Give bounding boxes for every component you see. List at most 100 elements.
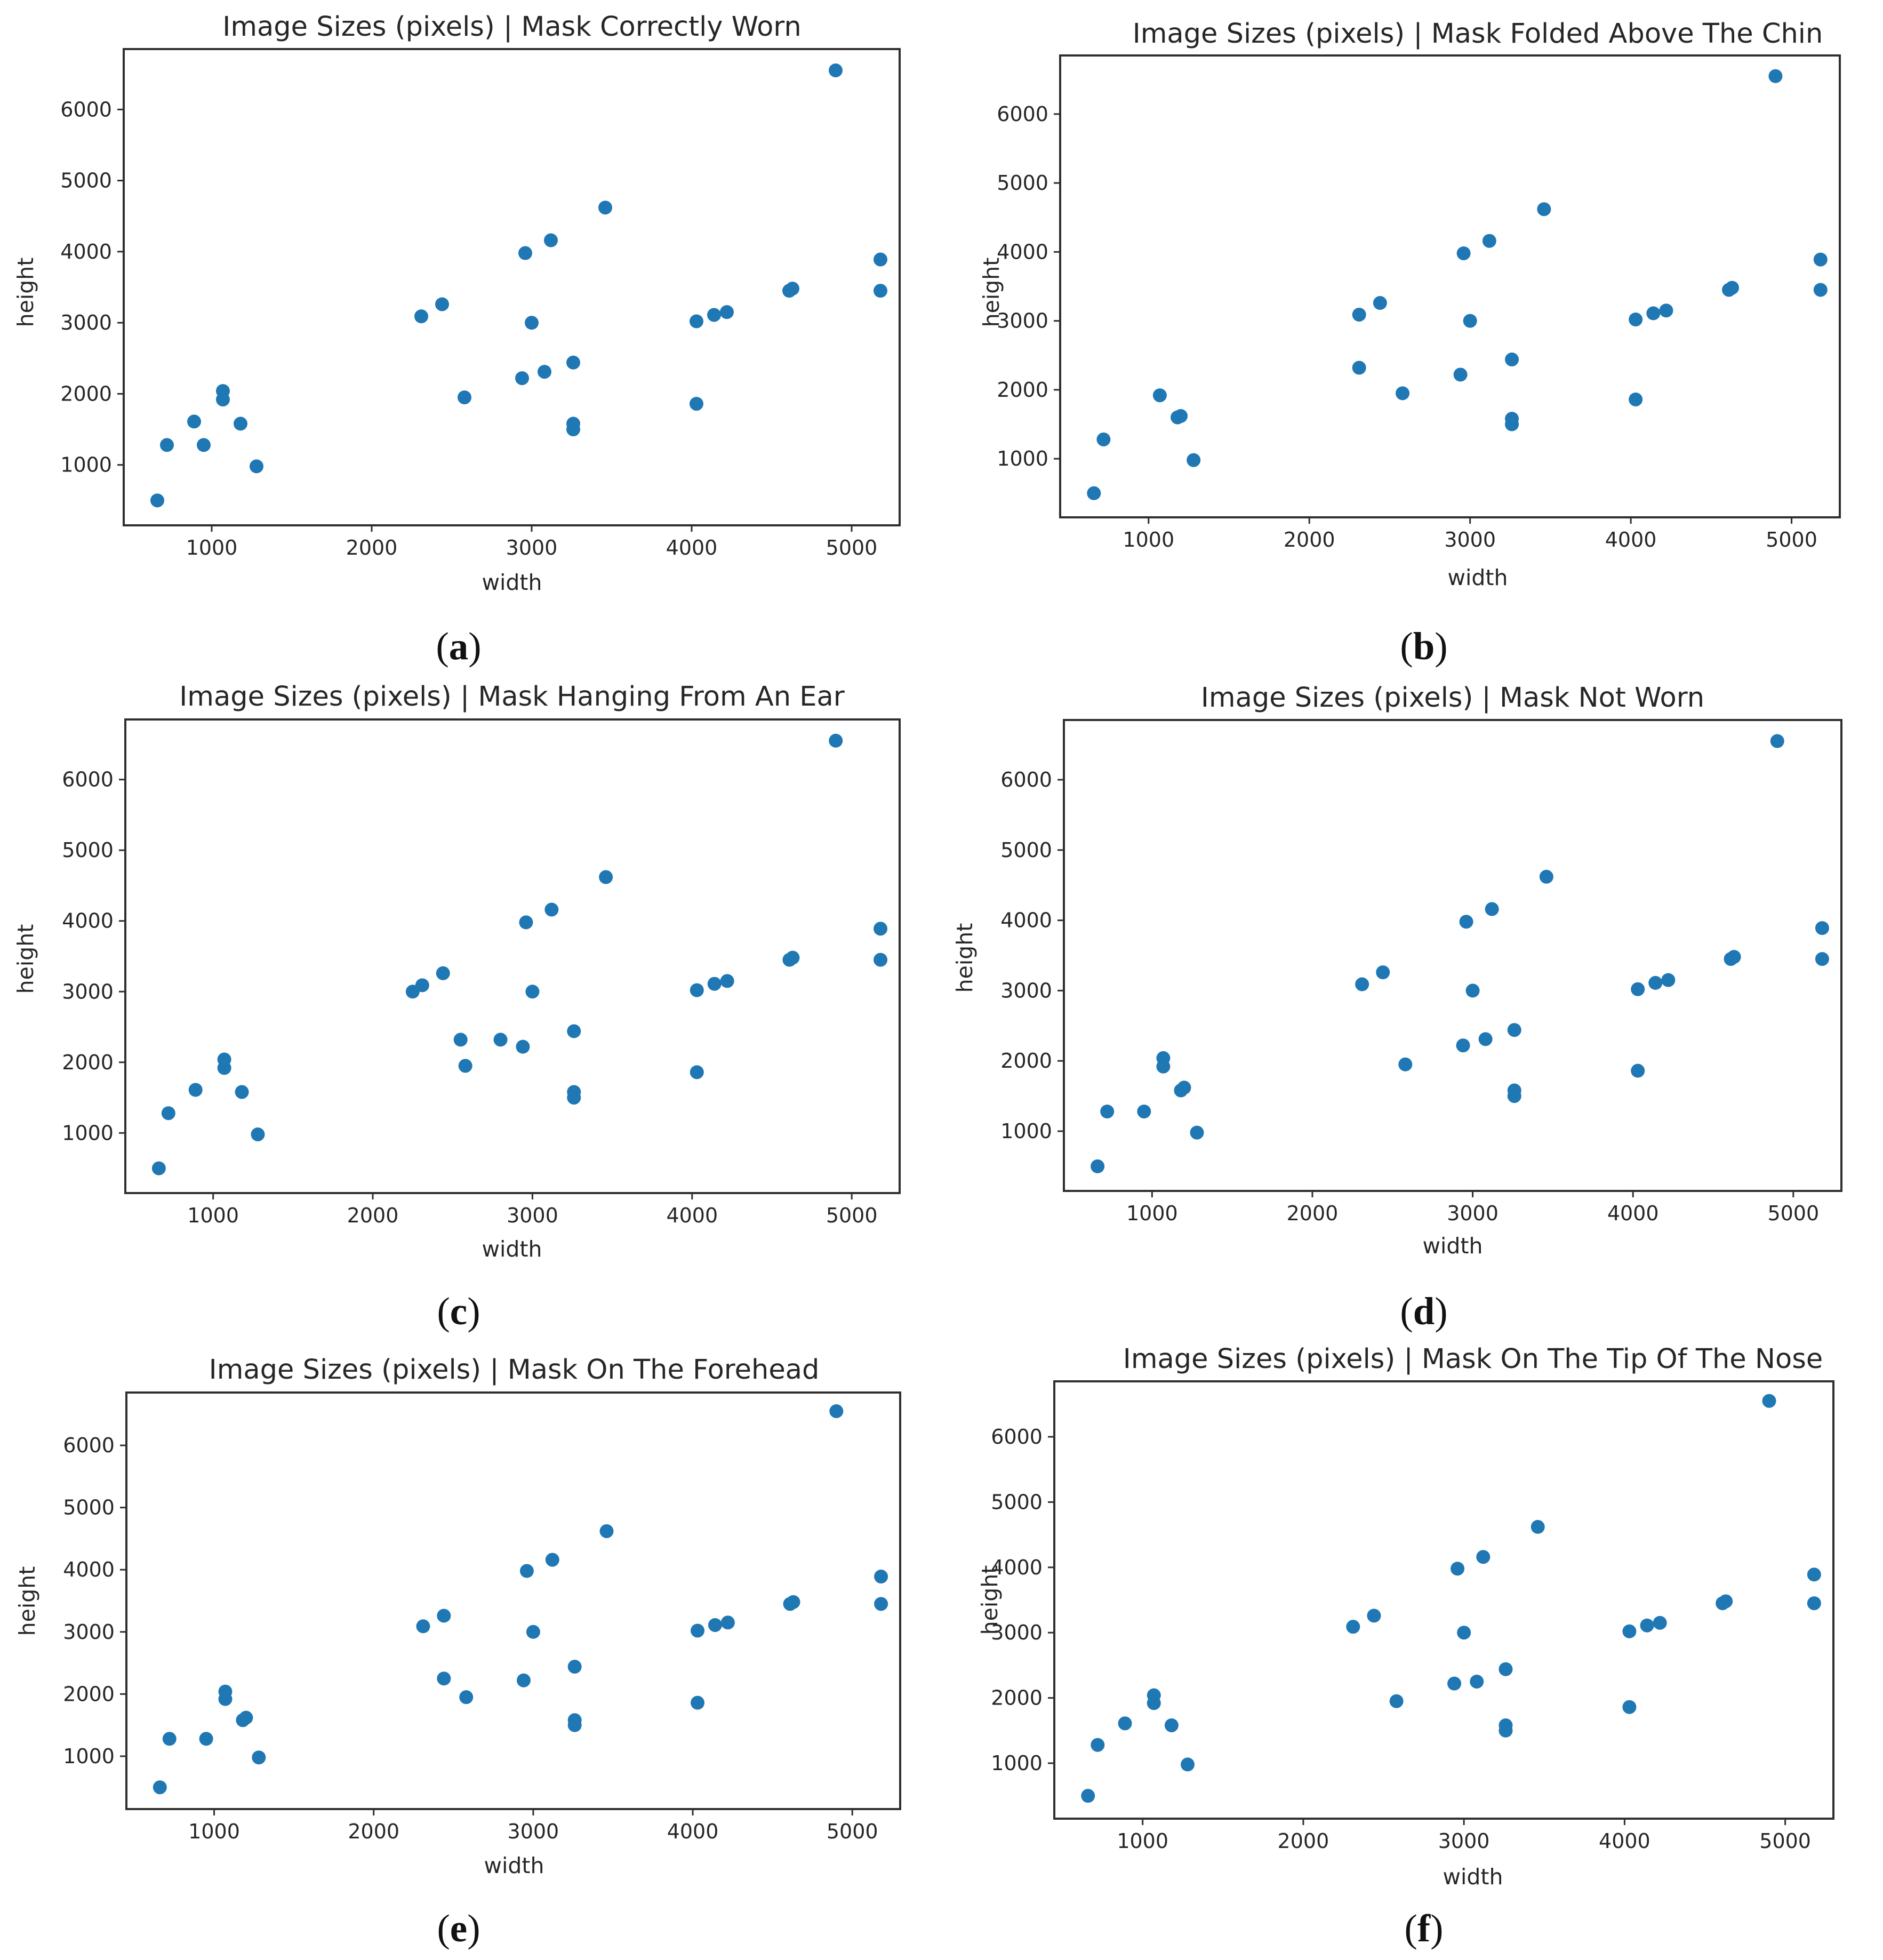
x-axis-label: width [482, 1236, 542, 1262]
data-point [720, 1615, 735, 1630]
data-point [1499, 1662, 1513, 1676]
y-tick-label: 3000 [997, 309, 1048, 333]
y-tick-label: 2000 [63, 1682, 115, 1706]
caption-close-paren: ) [1435, 1290, 1447, 1333]
data-point [518, 246, 532, 260]
x-tick-label: 3000 [1438, 1829, 1490, 1853]
caption-letter: e [450, 1907, 467, 1950]
data-point [1725, 281, 1740, 295]
data-point [1396, 386, 1410, 401]
data-point [416, 1619, 430, 1634]
data-point [1499, 1723, 1513, 1738]
y-tick-label: 4000 [1000, 909, 1052, 932]
data-point [1463, 314, 1477, 328]
y-tick-label: 4000 [63, 1558, 115, 1581]
plot-area [124, 718, 901, 1194]
data-point [1376, 965, 1390, 980]
data-point [874, 284, 887, 298]
caption-open-paren: ( [1400, 1290, 1413, 1333]
data-point [217, 1061, 231, 1075]
x-tick-label: 4000 [1599, 1829, 1650, 1853]
data-point [1539, 869, 1553, 884]
data-point [414, 309, 428, 324]
data-point [566, 355, 580, 370]
data-point [1456, 1038, 1470, 1053]
data-point [1719, 1594, 1733, 1609]
panel-caption: (c) [437, 1290, 480, 1333]
y-tick-label: 4000 [62, 909, 114, 933]
y-axis-label: height [979, 258, 1004, 327]
scatter-points [1087, 69, 1828, 500]
y-tick-label: 5000 [63, 1496, 115, 1519]
data-point [1156, 1059, 1171, 1074]
data-point [1622, 1624, 1637, 1638]
data-point [188, 1083, 203, 1097]
data-point [874, 252, 887, 267]
x-tick-label: 5000 [1767, 1202, 1819, 1225]
tick-group: 1000 2000 3000 4000 5000 1000 2000 3000 4000 5000… [997, 102, 1817, 551]
data-point [516, 1039, 530, 1054]
data-point [874, 1570, 888, 1584]
x-tick-label: 4000 [667, 1820, 719, 1843]
data-point [458, 390, 471, 405]
x-tick-label: 1000 [186, 536, 238, 559]
data-point [1174, 409, 1188, 423]
data-point [197, 438, 211, 452]
x-tick-label: 2000 [346, 536, 398, 559]
data-point [1352, 307, 1366, 322]
data-point [691, 1623, 705, 1638]
data-point [525, 985, 540, 999]
x-tick-label: 4000 [1607, 1202, 1659, 1225]
data-point [1181, 1757, 1195, 1772]
tick-group: 1000 2000 3000 4000 5000 1000 2000 3000 4000 5000… [991, 1425, 1811, 1853]
data-point [1770, 734, 1784, 748]
data-point [707, 977, 722, 991]
data-point [691, 1695, 705, 1710]
data-point [786, 1595, 800, 1609]
data-point [1373, 296, 1387, 310]
data-point [1453, 367, 1468, 382]
data-point [874, 953, 888, 967]
data-point [720, 974, 734, 988]
x-tick-label: 3000 [508, 1820, 559, 1843]
data-point [1164, 1718, 1179, 1732]
x-tick-label: 2000 [347, 1204, 399, 1227]
y-tick-label: 5000 [997, 171, 1048, 195]
chart-panel-f: Image Sizes (pixels) | Mask On The Tip O… [977, 1343, 1834, 1950]
x-tick-label: 2000 [1278, 1829, 1329, 1853]
y-axis-label: height [977, 1565, 1003, 1635]
x-axis-label: width [482, 570, 542, 595]
x-tick-label: 2000 [1284, 528, 1335, 551]
y-tick-label: 5000 [991, 1490, 1043, 1514]
chart-title: Image Sizes (pixels) | Mask Correctly Wo… [222, 11, 801, 43]
data-point [1537, 202, 1551, 217]
data-point [786, 282, 799, 296]
chart-panel-c: Image Sizes (pixels) | Mask Hanging From… [13, 681, 901, 1333]
data-point [1457, 1626, 1471, 1640]
x-tick-label: 3000 [507, 1204, 558, 1227]
data-point [1081, 1789, 1095, 1803]
data-point [1505, 417, 1519, 431]
x-tick-label: 1000 [1123, 528, 1174, 551]
data-point [874, 1597, 888, 1611]
chart-panel-e: Image Sizes (pixels) | Mask On The Foreh… [14, 1354, 901, 1950]
data-point [545, 1553, 559, 1567]
y-tick-label: 1000 [1000, 1119, 1052, 1143]
data-point [690, 983, 704, 997]
data-point [239, 1710, 253, 1725]
y-axis-label: height [952, 923, 977, 993]
data-point [1451, 1562, 1465, 1576]
data-point [1485, 902, 1499, 916]
data-point [1096, 432, 1111, 446]
x-tick-label: 5000 [826, 536, 878, 559]
caption-open-paren: ( [437, 1290, 450, 1333]
data-point [234, 417, 247, 431]
data-point [1482, 234, 1496, 248]
data-point [1653, 1615, 1667, 1630]
x-tick-label: 3000 [506, 536, 558, 559]
data-point [1815, 952, 1829, 966]
data-point [786, 950, 800, 965]
data-point [1346, 1620, 1360, 1634]
x-tick-label: 1000 [188, 1820, 240, 1843]
data-point [526, 1625, 540, 1639]
